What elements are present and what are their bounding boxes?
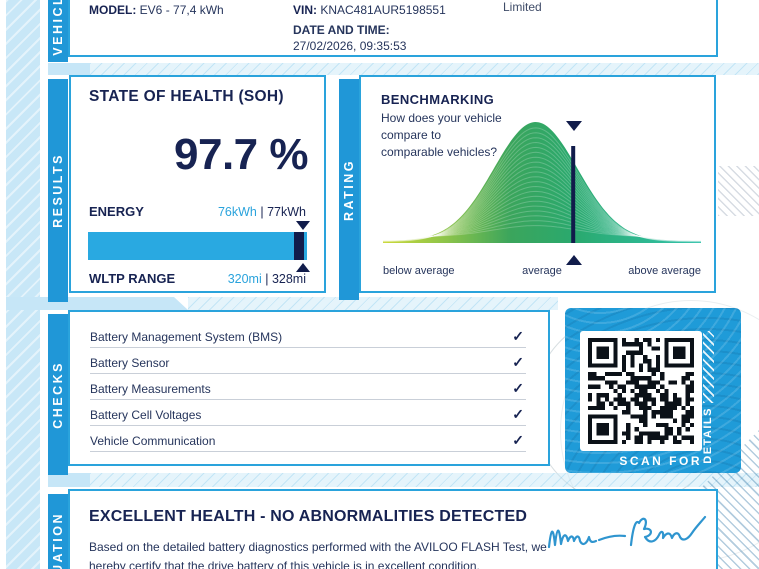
- axis-label-below-average: below average: [383, 265, 455, 277]
- check-label: Battery Cell Voltages: [90, 408, 202, 422]
- energy-total: | 77kWh: [256, 205, 306, 219]
- soh-title: STATE OF HEALTH (SOH): [89, 88, 284, 105]
- gap-band-top-ext: [90, 63, 759, 75]
- check-pass-icon: ✓: [512, 380, 524, 396]
- details-label: DETAILS: [702, 407, 714, 464]
- vehicle-trim: Limited: [503, 0, 542, 14]
- benchmark-distribution-chart: [383, 122, 701, 243]
- tab-evaluation-label: EVALUATION: [51, 511, 65, 569]
- energy-values: 76kWh | 77kWh: [218, 205, 306, 219]
- range-values: 320mi | 328mi: [228, 272, 306, 286]
- check-pass-icon: ✓: [512, 432, 524, 448]
- qr-block: SCAN FOR DETAILS: [565, 308, 741, 473]
- datetime-value: 27/02/2026, 09:35:53: [293, 39, 407, 53]
- axis-label-above-average: above average: [628, 265, 701, 277]
- check-label: Vehicle Communication: [90, 434, 216, 448]
- check-row: Vehicle Communication ✓: [90, 426, 526, 452]
- axis-label-average: average: [522, 265, 562, 277]
- qr-code: [588, 338, 694, 444]
- check-label: Battery Sensor: [90, 356, 170, 370]
- range-total: | 328mi: [261, 272, 306, 286]
- hatch-top-right: [718, 166, 759, 216]
- tab-rating: RATING: [339, 79, 359, 300]
- benchmarking-title: BENCHMARKING: [381, 92, 495, 107]
- energy-row: ENERGY 76kWh | 77kWh: [89, 204, 306, 219]
- vehicle-model-field: MODEL: EV6 - 77,4 kWh: [89, 3, 224, 17]
- check-pass-icon: ✓: [512, 328, 524, 344]
- check-label: Battery Measurements: [90, 382, 211, 396]
- tab-evaluation: EVALUATION: [48, 494, 68, 569]
- results-box: STATE OF HEALTH (SOH) 97.7 % ENERGY 76kW…: [69, 75, 326, 293]
- gap-band-mid-ext: [188, 297, 558, 310]
- check-row: Battery Management System (BMS) ✓: [90, 322, 526, 348]
- tab-checks: CHECKS: [48, 314, 68, 475]
- gap-band-mid: [6, 297, 188, 310]
- model-value: EV6 - 77,4 kWh: [139, 3, 224, 17]
- gap-band-bottom-ext: [90, 473, 759, 487]
- evaluation-body: Based on the detailed battery diagnostic…: [89, 540, 547, 569]
- qr-panel: [580, 331, 702, 451]
- check-pass-icon: ✓: [512, 354, 524, 370]
- energy-marker-arrow-down-icon: [296, 221, 310, 230]
- energy-progress-bar: [88, 232, 307, 260]
- check-row: Battery Measurements ✓: [90, 374, 526, 400]
- signature: [547, 515, 707, 549]
- range-current: 320mi: [227, 272, 262, 286]
- left-decorative-stripe: [6, 0, 40, 569]
- model-label: MODEL:: [89, 3, 137, 17]
- rating-box: BENCHMARKING How does your vehicle compa…: [359, 75, 716, 293]
- details-strip: DETAILS: [700, 331, 716, 471]
- check-label: Battery Management System (BMS): [90, 330, 283, 344]
- details-hatch-icon: [702, 331, 714, 403]
- range-row: WLTP RANGE 320mi | 328mi: [89, 271, 306, 286]
- vehicle-vin-field: VIN: KNAC481AUR5198551: [293, 3, 446, 17]
- evaluation-box: EXCELLENT HEALTH - NO ABNORMALITIES DETE…: [68, 489, 718, 569]
- chart-axis-labels: below average average above average: [383, 265, 701, 281]
- checks-list: Battery Management System (BMS) ✓ Battery …: [90, 322, 526, 452]
- check-row: Battery Sensor ✓: [90, 348, 526, 374]
- check-row: Battery Cell Voltages ✓: [90, 400, 526, 426]
- energy-label: ENERGY: [89, 204, 144, 219]
- evaluation-headline: EXCELLENT HEALTH - NO ABNORMALITIES DETE…: [89, 508, 528, 525]
- vin-label: VIN:: [293, 3, 317, 17]
- energy-current: 76kWh: [217, 205, 257, 219]
- gap-band-bottom: [48, 473, 90, 487]
- energy-progress-marker: [294, 232, 305, 260]
- checks-box: Battery Management System (BMS) ✓ Battery …: [68, 310, 550, 466]
- chart-marker-arrow-down-icon: [566, 121, 582, 131]
- tab-results: RESULTS: [48, 79, 68, 302]
- tab-rating-label: RATING: [342, 158, 356, 221]
- check-pass-icon: ✓: [512, 406, 524, 422]
- vin-value: KNAC481AUR5198551: [320, 3, 446, 17]
- tab-vehicle-label: VEHICLE: [51, 0, 65, 56]
- vehicle-box: MODEL: EV6 - 77,4 kWh VIN: KNAC481AUR519…: [68, 0, 718, 57]
- tab-checks-label: CHECKS: [51, 360, 65, 429]
- soh-value: 97.7 %: [174, 130, 308, 179]
- datetime-label: DATE AND TIME:: [293, 23, 390, 37]
- range-marker-arrow-up-icon: [296, 263, 310, 272]
- tab-results-label: RESULTS: [51, 153, 65, 228]
- chart-marker-arrow-up-icon: [566, 255, 582, 265]
- gap-band-top: [48, 63, 90, 75]
- tab-vehicle: VEHICLE: [48, 0, 68, 62]
- benchmarking-subtitle: How does your vehicle compare to compara…: [381, 111, 502, 160]
- range-label: WLTP RANGE: [89, 271, 176, 286]
- scan-for-label: SCAN FOR: [619, 454, 702, 468]
